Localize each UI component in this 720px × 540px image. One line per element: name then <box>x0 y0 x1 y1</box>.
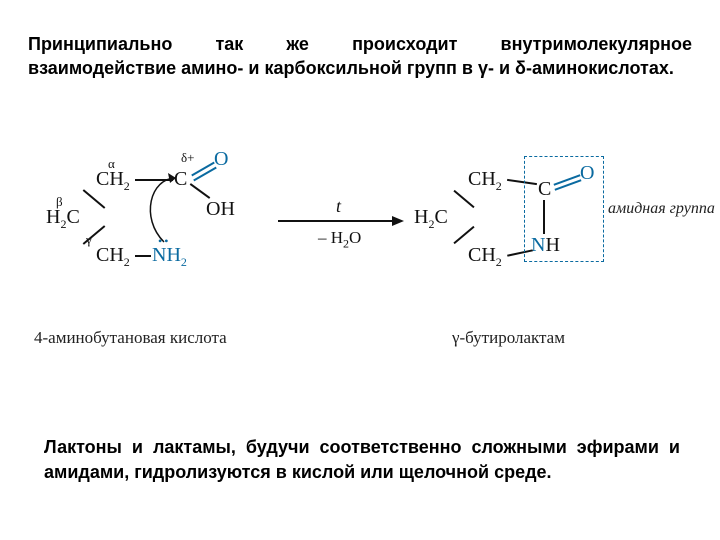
atom-ch2-beta: H2C <box>46 206 80 232</box>
label-delta-plus: δ+ <box>181 150 194 166</box>
atom-ch2-top: CH2 <box>468 168 502 194</box>
arrow-top-label: t <box>336 196 341 217</box>
atom-oh: OH <box>206 198 235 221</box>
amide-group-box <box>524 156 604 262</box>
caption-left: 4-аминобутановая кислота <box>34 328 227 348</box>
caption-right: γ-бутиролактам <box>452 328 565 348</box>
atom-ch2-gamma: CH2 <box>96 244 130 270</box>
arrow-bottom-label: – H2O <box>318 228 361 251</box>
atom-ch2-bot: CH2 <box>468 244 502 270</box>
atom-ch2-alpha: CH2 <box>96 168 130 194</box>
atom-ch2-left: H2C <box>414 206 448 232</box>
mechanism-arrow <box>144 170 204 250</box>
left-molecule: α β γ δ+ CH2 H2C CH2 NH2 C O OH •• <box>40 150 270 320</box>
annotation-amide: амидная группа <box>608 200 715 218</box>
reaction-arrow: t – H2O <box>278 194 408 254</box>
bond <box>453 226 474 244</box>
reaction-scheme: α β γ δ+ CH2 H2C CH2 NH2 C O OH •• <box>0 140 720 380</box>
bond <box>135 255 151 257</box>
paragraph-bottom: Лактоны и лактамы, будучи соответственно… <box>44 435 680 484</box>
paragraph-top: Принципиально так же происходит внутримо… <box>28 32 692 81</box>
right-molecule: CH2 H2C CH2 C O NH <box>410 154 610 314</box>
